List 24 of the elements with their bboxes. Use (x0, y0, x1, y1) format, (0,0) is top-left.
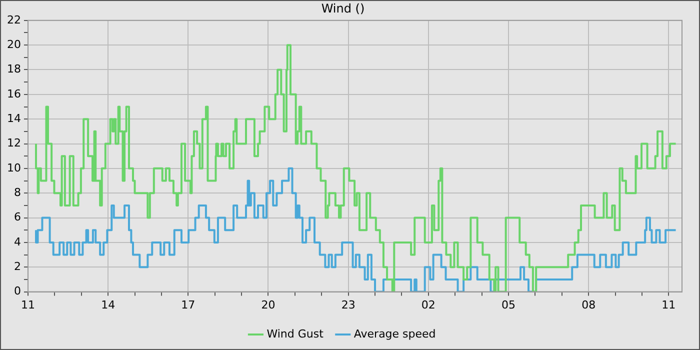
y-tick-label: 22 (6, 13, 21, 26)
y-tick-label: 20 (6, 38, 21, 51)
y-tick-label: 16 (6, 87, 21, 100)
y-tick-label: 14 (6, 112, 21, 125)
x-tick-label: 02 (421, 298, 436, 312)
x-tick-label: 05 (501, 298, 516, 312)
x-tick-label: 14 (101, 298, 116, 312)
legend-label: Average speed (354, 327, 436, 340)
legend-label: Wind Gust (266, 327, 324, 340)
x-tick-label: 11 (20, 298, 35, 312)
y-tick-label: 0 (14, 284, 21, 298)
x-tick-label: 17 (181, 298, 196, 312)
y-tick-label: 4 (14, 235, 21, 248)
y-tick-label: 6 (14, 210, 21, 224)
y-tick-label: 2 (14, 260, 21, 273)
x-tick-label: 23 (341, 298, 356, 312)
y-tick-label: 12 (6, 136, 21, 150)
x-tick-label: 11 (662, 298, 676, 312)
chart-title: Wind () (321, 1, 365, 16)
y-tick-label: 18 (6, 62, 21, 76)
x-tick-label: 08 (582, 298, 596, 312)
x-tick-label: 20 (261, 298, 276, 312)
y-tick-label: 8 (14, 186, 21, 199)
y-tick-label: 10 (6, 161, 21, 174)
